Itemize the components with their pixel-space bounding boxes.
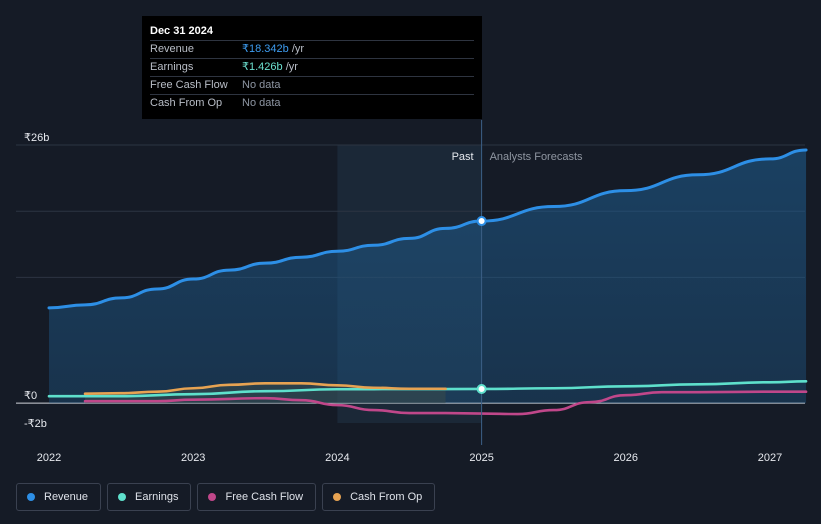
tooltip-row-earnings: Earnings ₹1.426b /yr xyxy=(150,58,474,76)
revenue-line xyxy=(47,148,808,310)
tooltip-row-free-cash-flow: Free Cash Flow No data xyxy=(150,76,474,94)
revenue-area xyxy=(49,149,807,404)
hover-tooltip: Dec 31 2024 Revenue ₹18.342b /yr Earning… xyxy=(142,16,482,119)
tooltip-label: Free Cash Flow xyxy=(150,79,228,91)
earnings-marker xyxy=(476,383,487,394)
legend-label: Cash From Op xyxy=(350,491,423,503)
y-tick-label: ₹0 xyxy=(24,390,37,402)
past-label: Past xyxy=(452,151,474,163)
legend-item-cash-from-op[interactable]: Cash From Op xyxy=(322,483,436,511)
tooltip-date: Dec 31 2024 xyxy=(150,25,213,37)
x-tick-label: 2025 xyxy=(469,452,493,464)
x-tick-label: 2027 xyxy=(758,452,782,464)
chart-legend: Revenue Earnings Free Cash Flow Cash Fro… xyxy=(16,483,436,511)
x-tick-label: 2024 xyxy=(325,452,349,464)
tooltip-label: Cash From Op xyxy=(150,97,223,109)
legend-dot-icon xyxy=(118,493,127,501)
revenue-marker xyxy=(476,216,487,227)
legend-item-revenue[interactable]: Revenue xyxy=(16,483,102,511)
legend-label: Free Cash Flow xyxy=(225,491,304,503)
tooltip-value: No data xyxy=(242,79,281,91)
tooltip-value: No data xyxy=(242,97,281,109)
legend-dot-icon xyxy=(333,493,342,501)
tooltip-label: Earnings xyxy=(150,61,194,73)
tooltip-row-cash-from-op: Cash From Op No data xyxy=(150,94,474,112)
x-tick-label: 2022 xyxy=(37,452,61,464)
legend-dot-icon xyxy=(27,493,35,501)
legend-item-earnings[interactable]: Earnings xyxy=(107,483,192,511)
forecast-label: Analysts Forecasts xyxy=(490,151,583,163)
tooltip-row-revenue: Revenue ₹18.342b /yr xyxy=(150,40,474,58)
y-tick-label: -₹2b xyxy=(24,418,47,430)
tooltip-value: ₹18.342b xyxy=(242,43,289,55)
legend-label: Revenue xyxy=(44,491,89,503)
free-cash-flow-line xyxy=(83,390,808,416)
legend-item-free-cash-flow[interactable]: Free Cash Flow xyxy=(197,483,317,511)
y-tick-label: ₹26b xyxy=(24,132,49,144)
x-tick-label: 2026 xyxy=(614,452,638,464)
tooltip-unit: /yr xyxy=(288,43,305,55)
cash-from-op-line xyxy=(83,381,447,396)
legend-label: Earnings xyxy=(135,491,179,503)
x-tick-label: 2023 xyxy=(181,452,205,464)
tooltip-label: Revenue xyxy=(150,43,195,55)
tooltip-value: ₹1.426b xyxy=(242,61,283,73)
tooltip-unit: /yr xyxy=(282,61,298,73)
legend-dot-icon xyxy=(208,493,217,501)
